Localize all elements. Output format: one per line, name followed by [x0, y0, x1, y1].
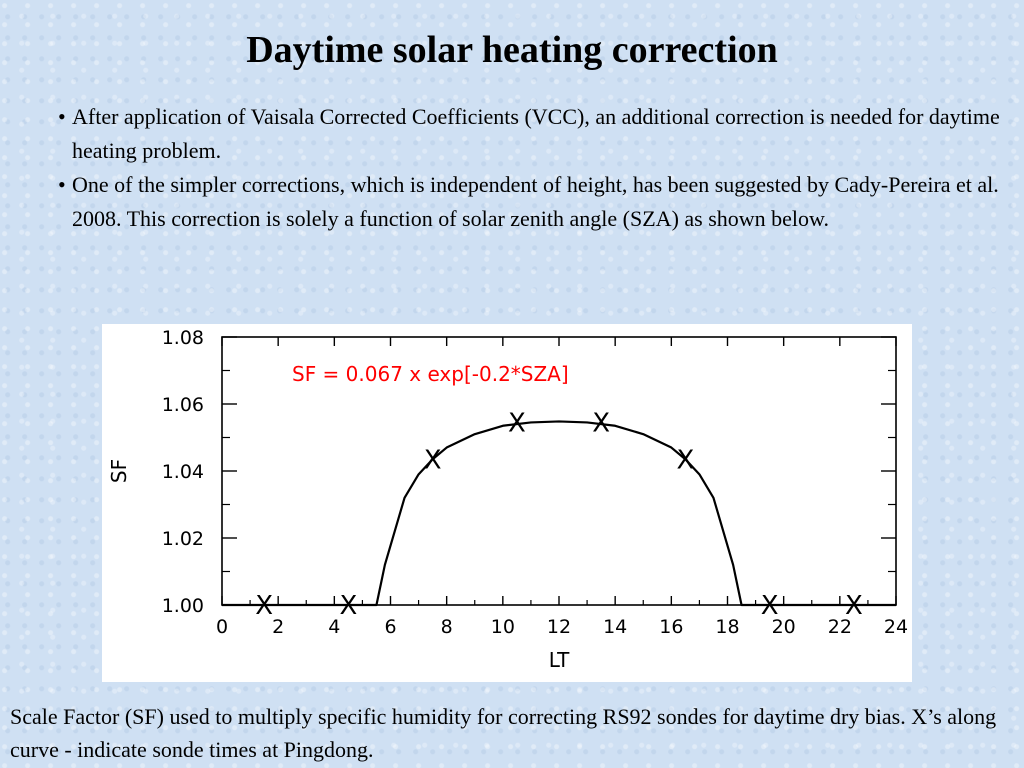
x-tick-label: 10	[491, 616, 515, 638]
bullet-text: After application of Vaisala Corrected C…	[72, 104, 1000, 163]
x-axis-label: LT	[549, 648, 570, 672]
bullet-item: • After application of Vaisala Corrected…	[58, 100, 1018, 168]
y-axis-label: SF	[107, 459, 131, 483]
x-tick-label: 12	[547, 616, 571, 638]
sonde-time-marker: X	[592, 408, 610, 438]
sonde-time-marker: X	[508, 408, 526, 438]
x-tick-label: 2	[272, 616, 284, 638]
sf-chart: 0 2 4 6 8 10 12 14 16 18 20 22 241.001.021.041.061.0…	[107, 327, 908, 672]
sonde-time-marker: X	[255, 591, 273, 621]
bullet-item: • One of the simpler corrections, which …	[58, 168, 1018, 236]
bullet-dot: •	[58, 104, 66, 129]
y-tick-label: 1.06	[162, 394, 204, 416]
x-tick-label: 4	[328, 616, 340, 638]
x-tick-label: 20	[772, 616, 796, 638]
figure-caption: Scale Factor (SF) used to multiply speci…	[10, 704, 997, 762]
y-tick-label: 1.00	[162, 595, 204, 617]
bullet-dot: •	[58, 172, 66, 197]
chart-panel: 0 2 4 6 8 10 12 14 16 18 20 22 24 1.00 1.02 1.04 1.06 1.0…	[102, 324, 912, 682]
x-tick-label: 18	[715, 616, 739, 638]
slide-title: Daytime solar heating correction	[246, 29, 778, 71]
y-tick-label: 1.04	[162, 461, 204, 483]
bullet-text: One of the simpler corrections, which is…	[72, 172, 999, 231]
x-tick-label: 8	[441, 616, 453, 638]
sonde-time-marker: X	[676, 445, 694, 475]
x-tick-label: 0	[216, 616, 228, 638]
x-tick-label: 24	[884, 616, 908, 638]
formula-annotation: SF = 0.067 x exp[-0.2*SZA]	[292, 362, 569, 386]
y-tick-label: 1.02	[162, 528, 204, 550]
sonde-time-marker: X	[761, 591, 779, 621]
sonde-time-marker: X	[845, 591, 863, 621]
sonde-time-marker: X	[339, 591, 357, 621]
sonde-time-marker: X	[424, 445, 442, 475]
x-tick-label: 22	[828, 616, 852, 638]
y-tick-label: 1.08	[162, 327, 204, 349]
x-tick-label: 16	[659, 616, 683, 638]
x-tick-label: 6	[384, 616, 396, 638]
bullet-list: • After application of Vaisala Corrected…	[58, 100, 1018, 236]
sf-curve	[222, 420, 896, 607]
x-tick-label: 14	[603, 616, 627, 638]
